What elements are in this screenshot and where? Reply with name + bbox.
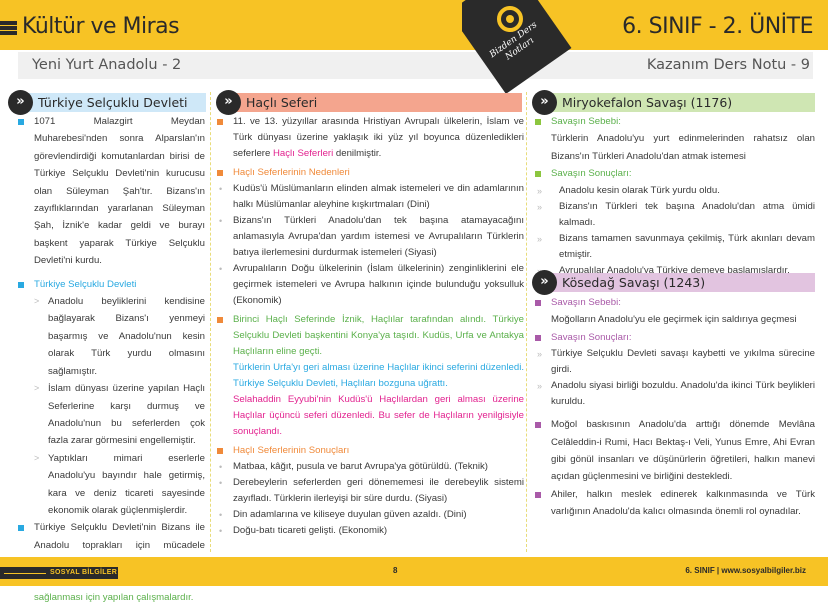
- divider: [210, 92, 211, 552]
- target-icon: [497, 6, 523, 32]
- column-1: 1071 Malazgirt Meydan Muharebesi'nden so…: [18, 113, 205, 606]
- section-heading-hacli: » Haçlı Seferi: [216, 90, 522, 115]
- paragraph-first-crusade: Birinci Haçlı Seferinde İznik, Haçlılar …: [217, 312, 524, 360]
- list-item: Türkiye Selçuklu Devleti savaşı kaybetti…: [535, 346, 815, 378]
- list-item: Yaptıkları mimari eserlerle Anadolu'yu b…: [32, 450, 205, 520]
- subheading: Haçlı Seferlerinin Sonuçları: [217, 443, 524, 459]
- paragraph: Türklerin Anadolu'yu yurt edinmelerinden…: [551, 133, 815, 162]
- paragraph: Moğol baskısının Anadolu'da arttığı döne…: [535, 416, 815, 486]
- label: Savaşın Sonuçları:: [535, 329, 815, 346]
- column-3-bottom: Savaşın Sebebi: Moğolların Anadolu'yu el…: [535, 294, 815, 521]
- header-bar: [0, 0, 828, 50]
- label: Savaşın Sonuçları:: [535, 165, 815, 182]
- chevron-right-icon: »: [532, 90, 557, 115]
- paragraph: 1071 Malazgirt Meydan Muharebesi'nden so…: [18, 113, 205, 270]
- list-item: Avrupalıların Doğu ülkelerinin (İslam ül…: [217, 261, 524, 309]
- subheading: Türkiye Selçuklu Devleti: [18, 276, 205, 293]
- section-heading-selcuklu: » Türkiye Selçuklu Devleti: [8, 90, 206, 115]
- list-item: Bizans tamamen savunmaya çekilmiş, Türk …: [535, 231, 815, 263]
- section-heading-kosedag: » Kösedağ Savaşı (1243): [532, 270, 815, 295]
- paragraph: 11. ve 13. yüzyıllar arasında Hristiyan …: [217, 114, 524, 162]
- list-item: Kudüs'ü Müslümanların elinden almak iste…: [217, 181, 524, 213]
- paragraph-third-crusade: Selahaddin Eyyubi'nin Kudüs'ü Haçlılarda…: [233, 394, 524, 437]
- list-item: Doğu-batı ticareti gelişti. (Ekonomik): [217, 523, 524, 539]
- paragraph-second-crusade: Türklerin Urfa'yı geri alması üzerine Ha…: [233, 362, 524, 389]
- list-item: Bizans'ın Türkleri Anadolu'dan tek başın…: [217, 213, 524, 261]
- highlight: Haçlı Seferleri: [273, 148, 334, 159]
- heading-text: Haçlı Seferi: [246, 95, 318, 110]
- chevron-right-icon: »: [532, 270, 557, 295]
- footer-site: 6. SINIF | www.sosyalbilgiler.biz: [685, 566, 806, 575]
- text: 11. ve 13. yüzyıllar arasında Hristiyan …: [233, 116, 524, 159]
- heading-text: Miryokefalon Savaşı (1176): [562, 95, 733, 110]
- list-item: Anadolu beyliklerini kendisine bağlayara…: [32, 293, 205, 380]
- column-3-top: Savaşın Sebebi: Türklerin Anadolu'yu yur…: [535, 113, 815, 279]
- list-item: İslam dünyası üzerine yapılan Haçlı Sefe…: [32, 380, 205, 450]
- page-number: 8: [393, 566, 398, 575]
- paragraph: Ahiler, halkın meslek edinerek kalkınmas…: [535, 486, 815, 521]
- lesson-note-label: Kazanım Ders Notu - 9: [646, 57, 810, 73]
- list-item: Bizans'ın Türkleri tek başına Anadolu'da…: [535, 199, 815, 231]
- label: Savaşın Sebebi:: [535, 294, 815, 311]
- menu-bars-icon: [0, 21, 17, 35]
- subheading: Haçlı Seferlerinin Nedenleri: [217, 165, 524, 181]
- chevron-right-icon: »: [216, 90, 241, 115]
- list-item: Anadolu siyasi birliği bozuldu. Anadolu'…: [535, 378, 815, 410]
- heading-text: Türkiye Selçuklu Devleti: [38, 95, 188, 110]
- paragraph: Moğolların Anadolu'yu ele geçirmek için …: [551, 314, 797, 326]
- page-title: Kültür ve Miras: [22, 14, 180, 39]
- subheader-band: [18, 52, 813, 79]
- list-item: Din adamlarına ve kiliseye duyulan güven…: [217, 507, 524, 523]
- chevron-right-icon: »: [8, 90, 33, 115]
- footer-subject: SOSYAL BİLGİLER: [0, 567, 118, 579]
- footer-bar: [0, 557, 828, 586]
- subtitle: Yeni Yurt Anadolu - 2: [32, 57, 182, 73]
- list-item: Matbaa, kâğıt, pusula ve barut Avrupa'ya…: [217, 459, 524, 475]
- list-item: Anadolu kesin olarak Türk yurdu oldu.: [535, 183, 815, 199]
- label: Savaşın Sebebi:: [535, 113, 815, 130]
- text: denilmiştir.: [333, 148, 382, 159]
- list-item: Derebeylerin seferlerden geri dönememesi…: [217, 475, 524, 507]
- divider: [526, 92, 527, 552]
- heading-text: Kösedağ Savaşı (1243): [562, 275, 706, 290]
- section-heading-miryokefalon: » Miryokefalon Savaşı (1176): [532, 90, 815, 115]
- column-2: 11. ve 13. yüzyıllar arasında Hristiyan …: [217, 114, 524, 539]
- unit-label: 6. SINIF - 2. ÜNİTE: [622, 14, 813, 39]
